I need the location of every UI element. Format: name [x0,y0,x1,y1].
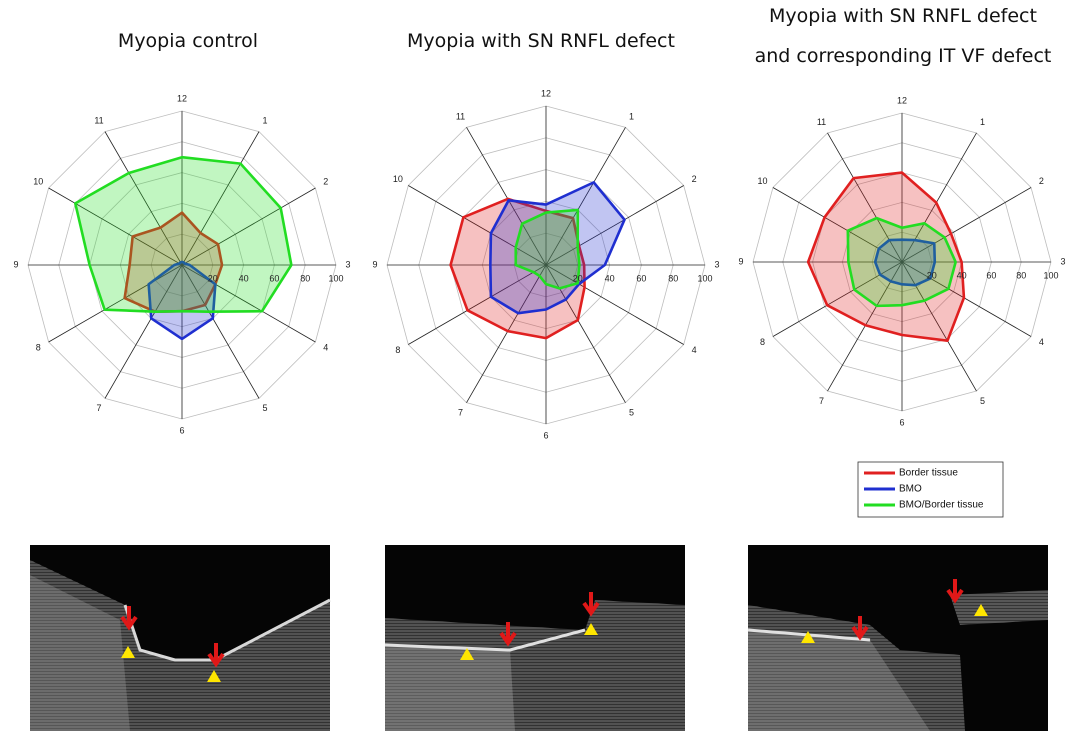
r-tick-label: 20 [573,273,583,283]
chart-title: Myopia control [118,30,258,52]
category-label: 12 [541,88,551,98]
r-tick-label: 60 [269,273,279,283]
chart-title: Myopia with SN RNFL defect [769,5,1037,27]
category-label: 1 [262,116,267,126]
category-label: 11 [817,117,826,127]
category-label: 3 [1060,256,1065,266]
category-label: 5 [262,403,267,413]
oct-image [30,545,330,731]
category-label: 2 [323,176,328,186]
category-label: 1 [629,111,634,121]
category-label: 4 [692,345,697,355]
category-label: 3 [714,259,719,269]
category-label: 8 [36,342,41,352]
r-tick-label: 80 [668,273,678,283]
category-label: 5 [629,407,634,417]
r-tick-label: 100 [1043,270,1058,280]
category-label: 12 [177,93,187,103]
category-label: 10 [393,174,403,184]
chart-title: and corresponding IT VF defect [755,45,1052,67]
category-label: 8 [760,337,765,347]
r-tick-label: 80 [1016,270,1026,280]
category-label: 3 [345,259,350,269]
category-label: 6 [543,430,548,440]
r-tick-label: 80 [300,273,310,283]
category-label: 6 [899,417,904,427]
category-label: 2 [692,174,697,184]
r-tick-label: 60 [986,270,996,280]
r-tick-label: 20 [208,273,218,283]
r-tick-label: 40 [605,273,615,283]
category-label: 1 [980,117,985,127]
legend: Border tissue BMO BMO/Border tissue [858,462,1003,517]
category-label: 10 [758,176,768,186]
category-label: 12 [897,95,907,105]
legend-label: Border tissue [899,468,958,479]
oct-image [748,545,1048,731]
series-area [75,157,291,311]
r-tick-label: 60 [636,273,646,283]
figure: Myopia control12123456789101120406080100… [0,0,1067,731]
r-tick-label: 40 [957,270,967,280]
category-label: 4 [1039,337,1044,347]
category-label: 11 [456,111,465,121]
category-label: 11 [94,116,103,126]
legend-label: BMO/Border tissue [899,500,984,511]
r-tick-label: 100 [697,273,712,283]
category-label: 5 [980,396,985,406]
oct-image [385,545,685,731]
category-label: 7 [458,407,463,417]
category-label: 8 [395,345,400,355]
r-tick-label: 20 [927,270,937,280]
category-label: 9 [372,259,377,269]
category-label: 6 [179,425,184,435]
legend-label: BMO [899,484,922,495]
category-label: 9 [13,259,18,269]
r-tick-label: 100 [328,273,343,283]
r-tick-label: 40 [239,273,249,283]
category-label: 7 [819,396,824,406]
category-label: 4 [323,342,328,352]
category-label: 7 [96,403,101,413]
category-label: 2 [1039,176,1044,186]
chart-title: Myopia with SN RNFL defect [407,30,675,52]
category-label: 9 [738,256,743,266]
page: {"chart_data": [ {"type": "radar", "titl… [0,0,1067,731]
category-label: 10 [33,176,43,186]
